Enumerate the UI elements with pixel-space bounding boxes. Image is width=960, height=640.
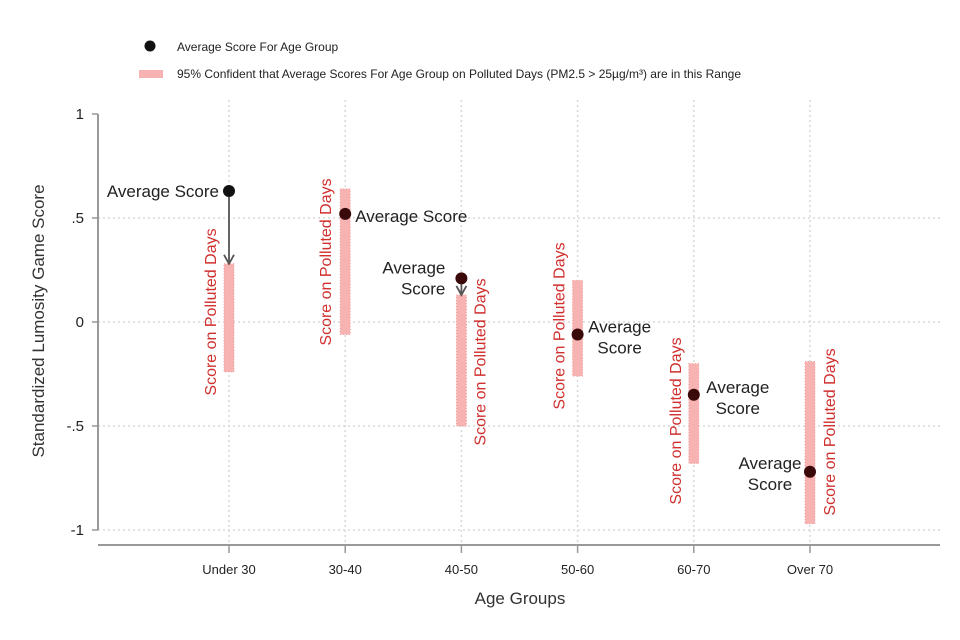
average-score-label: Average Score [738, 454, 801, 494]
range-band [455, 294, 467, 427]
polluted-days-label: Score on Polluted Days [552, 242, 569, 409]
legend-band-marker [139, 70, 163, 78]
y-tick-label: -1 [71, 522, 84, 539]
arrow-head [223, 254, 235, 266]
x-axis-title: Age Groups [475, 589, 566, 608]
polluted-days-label: Score on Polluted Days [318, 178, 335, 345]
arrow-head [455, 285, 468, 297]
average-point [687, 388, 700, 401]
average-point [223, 184, 235, 197]
y-axis-title: Standardized Lumosity Game Score [29, 184, 48, 457]
polluted-days-label: Score on Polluted Days [472, 278, 489, 445]
legend-label-average: Average Score For Age Group [177, 40, 339, 54]
x-tick-label: 50-60 [561, 562, 594, 577]
x-tick-label: 40-50 [445, 562, 478, 577]
polluted-days-label: Score on Polluted Days [203, 228, 220, 395]
average-score-label: Average Score [706, 378, 769, 418]
range-band [223, 263, 235, 373]
range-bands [223, 188, 816, 525]
y-ticks: 1 .5 0 -.5 -1 [66, 106, 98, 539]
legend: Average Score For Age Group 95% Confiden… [139, 40, 741, 81]
y-tick-label: 0 [76, 314, 84, 331]
legend-dot-marker [144, 40, 156, 52]
average-score-label: Average Score [588, 317, 651, 357]
average-dots [223, 184, 816, 478]
y-tick-label: -.5 [66, 418, 84, 435]
y-tick-label: .5 [71, 210, 84, 227]
x-tick-label: 30-40 [329, 562, 362, 577]
annotations: Average Score Average Score Average Score Av… [107, 178, 839, 515]
polluted-days-label: Score on Polluted Days [822, 348, 839, 515]
grid [98, 100, 940, 545]
average-point [804, 465, 816, 478]
average-point [571, 328, 584, 341]
average-point [339, 207, 352, 220]
range-band [572, 279, 584, 377]
average-score-label: Average Score [382, 258, 445, 298]
average-point [455, 272, 468, 285]
y-tick-label: 1 [76, 106, 84, 123]
range-band [688, 363, 700, 464]
x-ticks: Under 30 30-40 40-50 50-60 60-70 Over 70 [202, 545, 833, 577]
arrows [223, 196, 468, 297]
legend-label-range: 95% Confident that Average Scores For Ag… [177, 67, 741, 81]
x-tick-label: 60-70 [677, 562, 710, 577]
range-band [804, 361, 816, 525]
x-tick-label: Under 30 [202, 562, 255, 577]
range-band [339, 188, 351, 335]
average-score-label: Average Score [355, 207, 467, 226]
polluted-days-label: Score on Polluted Days [668, 337, 685, 504]
x-tick-label: Over 70 [787, 562, 833, 577]
average-score-label: Average Score [107, 182, 219, 201]
